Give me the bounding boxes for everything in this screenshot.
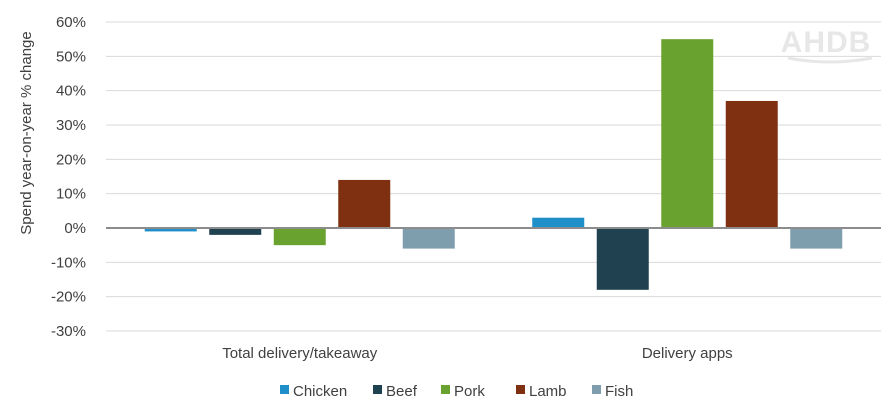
- bar-pork-2: [661, 39, 714, 228]
- bar-chicken-2: [532, 217, 585, 228]
- bar-fish-2: [790, 228, 843, 249]
- y-tick-label: -30%: [51, 323, 86, 340]
- legend-swatch-chicken: [280, 385, 289, 394]
- y-tick-label: 60%: [56, 14, 86, 31]
- ahdb-logo-swoosh: [787, 56, 873, 64]
- gridlines: [106, 21, 881, 332]
- bar-fish-1: [402, 228, 455, 249]
- legend-swatch-pork: [441, 385, 450, 394]
- legend-label-beef: Beef: [386, 383, 418, 400]
- y-tick-label: 50%: [56, 48, 86, 65]
- y-tick-label: -10%: [51, 254, 86, 271]
- legend-label-chicken: Chicken: [293, 383, 347, 400]
- y-tick-label: 10%: [56, 186, 86, 203]
- legend-swatch-fish: [592, 385, 601, 394]
- category-labels: Total delivery/takeaway Delivery apps: [222, 345, 732, 362]
- y-tick-label: 40%: [56, 83, 86, 100]
- bar-beef-2: [596, 228, 649, 290]
- y-tick-label: -20%: [51, 289, 86, 306]
- legend-label-lamb: Lamb: [529, 383, 567, 400]
- bars: [144, 39, 843, 290]
- bar-lamb-1: [338, 179, 391, 228]
- category-label: Delivery apps: [642, 345, 733, 362]
- ahdb-logo: AHDB: [781, 26, 872, 59]
- bar-lamb-2: [725, 100, 778, 228]
- legend-label-pork: Pork: [454, 383, 485, 400]
- category-label: Total delivery/takeaway: [222, 345, 378, 362]
- y-axis-label: Spend year-on-year % change: [18, 31, 35, 234]
- y-tick-labels: -30% -20% -10% 0% 10% 20% 30% 40% 50% 60%: [51, 14, 86, 340]
- bar-chicken-1: [144, 228, 197, 232]
- legend-label-fish: Fish: [605, 383, 633, 400]
- legend: Chicken Beef Pork Lamb Fish: [280, 383, 633, 400]
- y-tick-label: 20%: [56, 151, 86, 168]
- bar-pork-1: [273, 228, 326, 246]
- bar-beef-1: [209, 228, 262, 235]
- y-tick-label: 30%: [56, 117, 86, 134]
- legend-swatch-lamb: [516, 385, 525, 394]
- legend-swatch-beef: [373, 385, 382, 394]
- y-tick-label: 0%: [64, 220, 86, 237]
